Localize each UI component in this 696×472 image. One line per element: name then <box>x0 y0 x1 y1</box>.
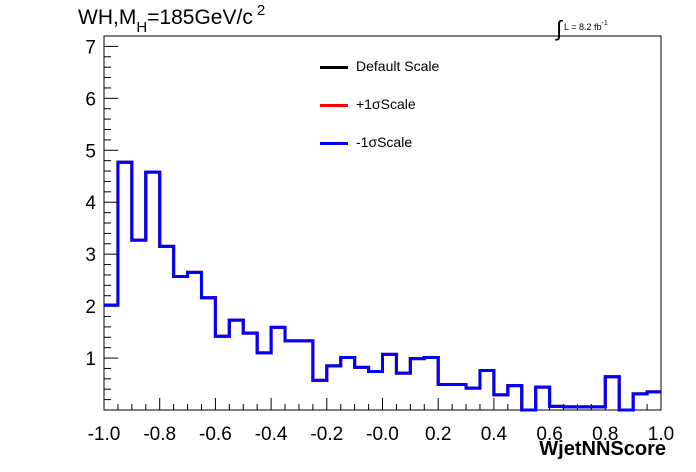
legend-label-default: Default Scale <box>356 58 440 74</box>
x-tick-label: 0.4 <box>481 424 508 445</box>
legend-swatch-minus <box>320 142 348 145</box>
x-tick-label: -0.2 <box>310 424 343 445</box>
x-tick-label: -1.0 <box>88 424 121 445</box>
y-tick-label: 5 <box>85 141 96 162</box>
y-tick-label: 6 <box>85 89 96 110</box>
legend-swatch-default <box>320 66 348 69</box>
x-tick-label: 1.0 <box>648 424 674 445</box>
chart-title: WH,MH=185GeV/c 2 <box>78 2 265 36</box>
title-superscript: 2 <box>256 2 266 19</box>
title-subscript: H <box>136 19 148 36</box>
x-tick-label: -0.4 <box>255 424 288 445</box>
lumi-text: L = 8.2 fb <box>564 22 602 32</box>
x-tick-label: -0.8 <box>143 424 176 445</box>
axis-ticks: 1 2 3 4 5 6 7 -1.0 -0.8 -0.6 -0.4 -0.2 -0.0 0.2 0.4 0.6… <box>85 35 674 445</box>
legend-label-plus: +1σScale <box>356 96 416 112</box>
x-tick-label: 0.6 <box>536 424 562 445</box>
x-tick-label: -0.0 <box>366 424 399 445</box>
legend-swatch-plus <box>320 104 348 107</box>
y-tick-label: 2 <box>85 297 96 318</box>
x-axis-label: WjetNNScore <box>539 438 666 460</box>
title-prefix: WH,M <box>78 6 137 29</box>
x-tick-label: 0.8 <box>592 424 618 445</box>
y-tick-label: 1 <box>85 349 96 370</box>
x-tick-label: -0.6 <box>199 424 232 445</box>
lumi-superscript: -1 <box>601 20 608 27</box>
integral-symbol: ∫ <box>556 16 563 41</box>
legend-label-minus: -1σScale <box>356 134 413 150</box>
luminosity-label: ∫ L = 8.2 fb-1 <box>556 10 608 41</box>
y-tick-label: 3 <box>85 245 96 266</box>
series-line-2 <box>104 160 661 412</box>
y-tick-label: 7 <box>85 37 96 58</box>
series-layer <box>104 160 661 412</box>
x-tick-label: 0.2 <box>425 424 451 445</box>
title-suffix: =185GeV/c <box>147 6 253 29</box>
y-tick-label: 4 <box>85 193 96 214</box>
